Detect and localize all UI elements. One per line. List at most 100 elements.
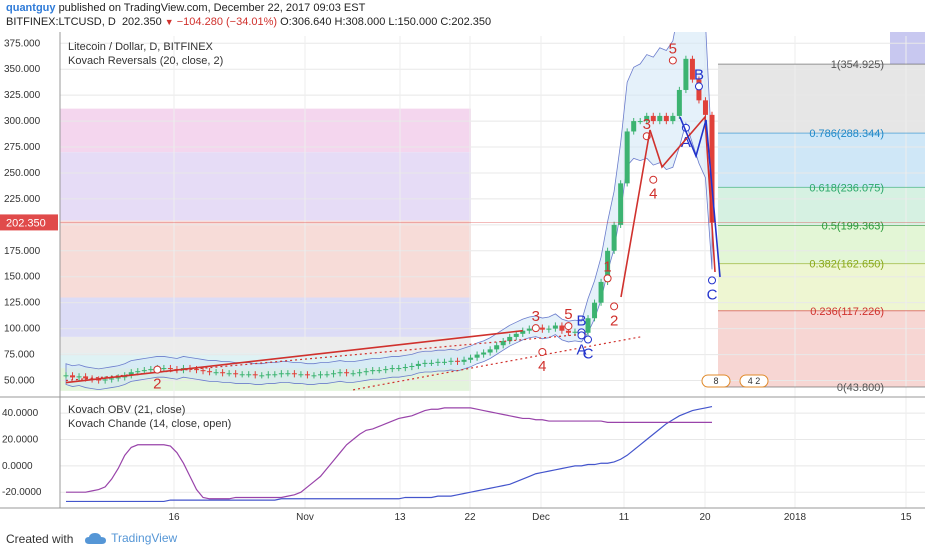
chande-indicator-label: Kovach Chande (14, close, open) xyxy=(68,418,232,430)
wave-pivot-marker xyxy=(610,302,619,311)
fib-zone-gray-band xyxy=(60,336,471,354)
candle-body xyxy=(565,330,571,333)
candle-body xyxy=(331,373,337,375)
candle-body xyxy=(663,115,669,122)
candle-body xyxy=(324,374,330,376)
candle-body xyxy=(455,360,461,362)
candle-body xyxy=(683,58,689,90)
wave-label: 3 xyxy=(643,116,651,133)
candle-body xyxy=(370,370,376,372)
ohlc-values: O:306.640 H:308.000 L:150.000 C:202.350 xyxy=(280,16,492,28)
candle-body xyxy=(252,374,258,376)
candle-body xyxy=(631,121,637,132)
wave-pivot-marker xyxy=(649,175,658,184)
candle-body xyxy=(494,345,500,350)
fib-level-label: 0.236(117.226) xyxy=(810,306,884,318)
candle-body xyxy=(637,121,643,123)
fib-zone-2 xyxy=(718,187,925,226)
y-tick-label-main: 300.000 xyxy=(4,116,41,127)
candle-body xyxy=(272,374,278,376)
wave-label: B xyxy=(694,66,704,83)
indicator-line-0 xyxy=(66,405,713,503)
candle-body xyxy=(618,183,624,225)
y-tick-label-sub: 40.0000 xyxy=(2,408,39,419)
wave-label: 2 xyxy=(153,376,161,393)
current-price-tag xyxy=(0,214,58,231)
candle-body xyxy=(207,371,213,373)
candle-body xyxy=(500,341,506,346)
username-link[interactable]: quantguy xyxy=(6,2,56,14)
wave-label: 5 xyxy=(564,306,572,323)
trend-line-dotted-1 xyxy=(65,333,589,382)
candle-body xyxy=(657,115,663,122)
price-chart[interactable]: 375.000350.000325.000300.000275.000250.0… xyxy=(0,32,932,528)
candle-body xyxy=(200,370,206,372)
candle-body xyxy=(611,224,617,251)
candle-body xyxy=(481,352,487,355)
candle-body xyxy=(148,369,154,371)
last-price: 202.350 xyxy=(121,16,162,28)
candle-body xyxy=(76,376,82,378)
candle-body xyxy=(350,373,356,375)
x-tick-label: 20 xyxy=(699,512,711,523)
wave-pivot-marker xyxy=(153,365,162,374)
candle-body xyxy=(83,376,89,379)
candle-body xyxy=(448,360,454,362)
wave-label: 5 xyxy=(669,40,677,57)
candle-body xyxy=(63,375,69,377)
candle-body xyxy=(624,131,630,184)
fib-zone-pink-band xyxy=(60,220,471,298)
event-badge-label: 4 2 xyxy=(748,376,761,386)
candle-body xyxy=(552,325,558,329)
y-tick-label-main: 375.000 xyxy=(4,38,41,49)
candle-body xyxy=(344,372,350,374)
x-tick-label: 15 xyxy=(900,512,912,523)
candle-body xyxy=(520,330,526,334)
candle-body xyxy=(468,357,474,360)
candle-body xyxy=(285,373,291,375)
main-indicator-label: Kovach Reversals (20, close, 2) xyxy=(68,55,224,67)
tradingview-logo[interactable]: TradingView xyxy=(84,531,177,546)
candle-body xyxy=(337,372,343,374)
candle-body xyxy=(441,361,447,363)
y-tick-label-main: 325.000 xyxy=(4,90,41,101)
candle-body xyxy=(585,318,591,333)
wave-label: A xyxy=(681,134,691,151)
candle-body xyxy=(233,373,239,375)
candle-body xyxy=(702,100,708,115)
candle-body xyxy=(115,377,121,379)
candle-body xyxy=(676,89,682,116)
candle-body xyxy=(605,250,611,282)
candle-body xyxy=(213,372,219,374)
y-tick-label-sub: 20.0000 xyxy=(2,435,39,446)
candle-body xyxy=(474,354,480,358)
published-text: published on TradingView.com, December 2… xyxy=(58,2,366,14)
x-tick-label: Nov xyxy=(296,512,314,523)
candle-body xyxy=(409,365,415,368)
candle-body xyxy=(259,375,265,377)
candle-body xyxy=(422,362,428,364)
y-tick-label-main: 100.000 xyxy=(4,324,41,335)
candle-body xyxy=(167,368,173,370)
candle-body xyxy=(363,371,369,373)
candle-body xyxy=(226,373,232,375)
wave-label: 4 xyxy=(649,186,657,203)
event-badge-label: 8 xyxy=(713,376,718,386)
x-tick-label: 16 xyxy=(168,512,180,523)
candle-body xyxy=(487,349,493,353)
candle-body xyxy=(428,362,434,364)
y-tick-label-sub: -20.0000 xyxy=(2,487,42,498)
fib-zone-lavender-band xyxy=(60,297,471,337)
candle-body xyxy=(650,115,656,122)
fib-level-label: 0.382(162.650) xyxy=(809,259,884,271)
candle-body xyxy=(194,369,200,371)
candle-body xyxy=(141,370,147,372)
candle-body xyxy=(291,373,297,375)
candle-body xyxy=(513,333,519,337)
symbol[interactable]: BITFINEX:LTCUSD, D xyxy=(6,16,116,28)
fib-level-label: 1(354.925) xyxy=(831,59,884,71)
candle-body xyxy=(670,115,676,122)
candle-body xyxy=(246,374,252,376)
candle-body xyxy=(265,374,271,376)
candle-body xyxy=(298,374,304,376)
